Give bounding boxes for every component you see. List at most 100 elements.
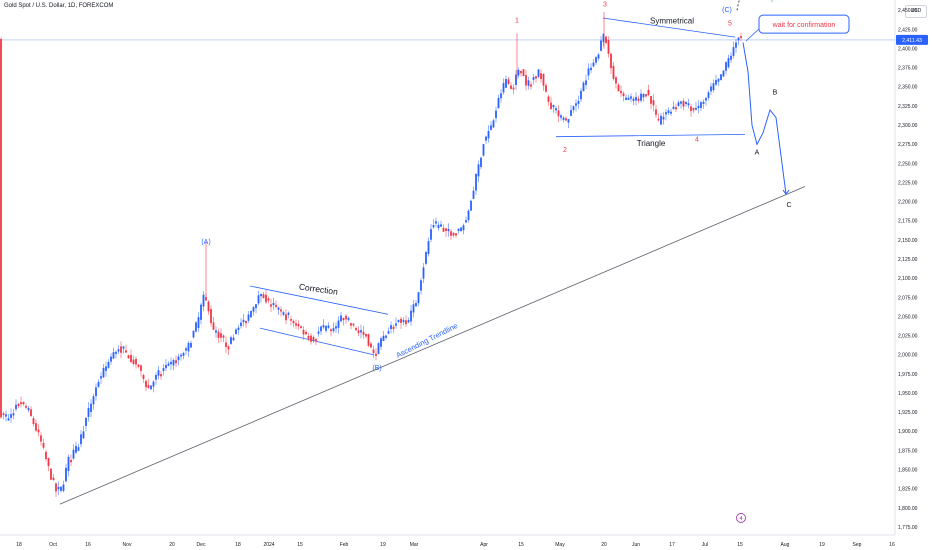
candle-body [392, 326, 395, 329]
candle-body [225, 342, 227, 347]
candle-body [540, 73, 542, 79]
candle-body [112, 352, 115, 359]
candle-body [255, 304, 257, 309]
candle-body [362, 331, 365, 335]
candles-layer [0, 11, 742, 498]
candle-body [592, 62, 595, 67]
candle-body [455, 233, 457, 236]
candle-body [532, 77, 535, 80]
candle-body [405, 320, 407, 325]
candle-body [170, 361, 172, 365]
candle-body [70, 459, 72, 463]
projection-arrowhead [782, 189, 790, 195]
correction-channel-line [249, 285, 389, 315]
candle-body [552, 104, 555, 108]
candle-body [525, 75, 527, 86]
candle-body [622, 93, 625, 97]
y-tick-label: 2,150.00 [898, 238, 918, 244]
candle-body [60, 486, 62, 491]
candle-body [247, 314, 250, 321]
candle-body [202, 294, 205, 307]
candle-body [542, 73, 545, 86]
y-tick-label: 1,775.00 [898, 525, 918, 531]
annotation-label: 4 [695, 136, 699, 143]
candle-body [310, 335, 312, 342]
currency-button[interactable]: USD [905, 5, 927, 18]
candle-body [527, 80, 530, 86]
inset-projection-layer [736, 0, 773, 11]
candle-body [457, 228, 460, 231]
candle-body [710, 86, 712, 92]
candle-body [722, 70, 725, 77]
x-tick-label: 19 [380, 542, 386, 548]
candle-body [490, 125, 492, 130]
candle-body [45, 451, 47, 460]
candle-body [417, 292, 420, 304]
candle-body [47, 458, 50, 467]
triangle-line [555, 133, 746, 138]
candle-body [482, 144, 485, 156]
current-price-label: 2,411.43 [902, 38, 922, 44]
candle-body [190, 343, 192, 348]
x-tick-label: 15 [737, 542, 743, 548]
candle-body [345, 315, 347, 320]
candle-body [430, 229, 432, 240]
annotation-label: (A) [201, 239, 210, 246]
candle-body [712, 83, 715, 91]
candle-body [585, 80, 587, 85]
candle-body [280, 309, 282, 312]
candle-body [357, 330, 360, 334]
candle-body [327, 325, 330, 328]
candle-body [5, 414, 7, 417]
candle-body [267, 298, 270, 301]
x-tick-label: 16 [85, 542, 91, 548]
candle-body [502, 83, 505, 93]
candle-body [642, 93, 645, 98]
candle-body [97, 381, 100, 387]
candle-body [725, 62, 727, 71]
candle-body [232, 337, 235, 341]
candle-body [217, 331, 220, 338]
x-tick-label: Apr [480, 542, 488, 548]
callout-box [758, 14, 850, 34]
candle-body [627, 97, 630, 101]
annotation-label: Correction [298, 281, 338, 296]
candle-body [300, 326, 302, 329]
candle-body [27, 408, 30, 411]
annotation-label: 1 [515, 18, 519, 25]
y-tick-label: 2,050.00 [898, 314, 918, 320]
candle-body [315, 339, 317, 342]
candle-body [365, 333, 367, 337]
annotation-label: (C) [722, 7, 732, 14]
candle-body [375, 353, 377, 356]
candle-body [30, 409, 32, 417]
candle-body [335, 326, 337, 329]
candle-body [295, 323, 297, 326]
candle-body [640, 93, 642, 101]
y-tick-label: 2,000.00 [898, 353, 918, 359]
candle-body [95, 387, 97, 397]
annotation-label: A [755, 149, 760, 156]
candle-body [557, 110, 560, 117]
candle-body [292, 320, 295, 324]
candle-body [80, 434, 82, 445]
candle-body [612, 65, 615, 79]
candle-body [145, 380, 147, 388]
candle-body [250, 310, 252, 318]
candle-body [727, 58, 730, 68]
candle-body [462, 225, 465, 231]
candle-body [570, 110, 572, 116]
alert-marker-label: 4 [739, 516, 742, 522]
candle-body [630, 96, 632, 99]
candle-body [720, 74, 722, 80]
candle-body [705, 97, 707, 101]
candle-body [677, 102, 680, 107]
y-tick-label: 2,300.00 [898, 123, 918, 129]
y-tick-label: 1,800.00 [898, 506, 918, 512]
candle-body [115, 351, 117, 354]
candle-body [387, 331, 390, 334]
candle-body [737, 37, 740, 41]
candle-body [90, 403, 92, 412]
